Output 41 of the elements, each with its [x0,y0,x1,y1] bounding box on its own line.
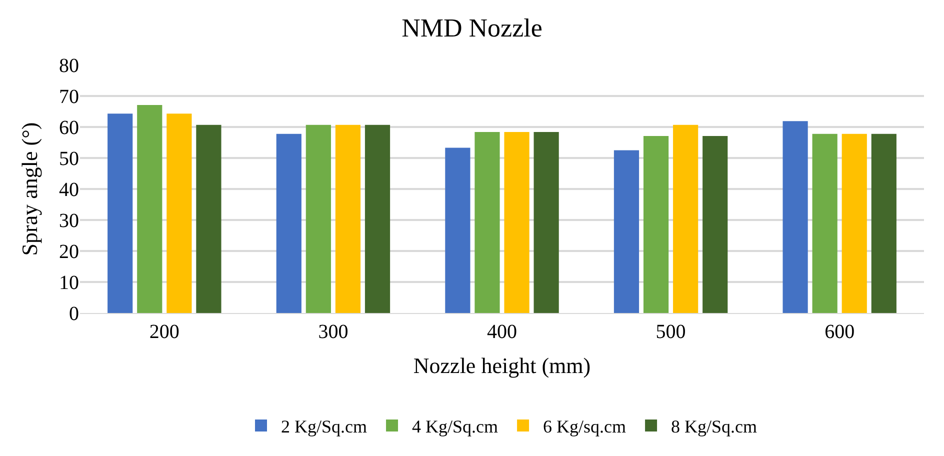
x-axis-title: Nozzle height (mm) [413,352,591,378]
x-tick-label: 200 [149,321,180,343]
x-tick-label: 400 [487,321,517,343]
y-tick-label: 0 [69,303,79,325]
y-tick-label: 10 [59,272,79,294]
bar [474,132,500,313]
bar [137,104,162,313]
bar [812,134,838,313]
y-tick-label: 70 [59,86,79,108]
bar [782,121,808,313]
legend-label: 4 Kg/Sq.cm [412,416,498,436]
legend-label: 6 Kg/sq.cm [543,416,626,436]
bar [702,136,728,313]
y-tick-label: 80 [59,55,79,77]
bar [643,136,669,313]
bar [871,134,896,313]
x-tick-label: 600 [824,321,855,343]
bar [364,124,390,313]
bar [166,114,192,313]
bar [504,132,530,313]
bar [534,132,559,313]
bar [335,124,361,313]
bar [196,124,222,313]
y-tick-label: 30 [59,210,79,232]
y-tick-label: 20 [59,241,79,263]
y-tick-label: 40 [59,179,79,201]
y-tick-label: 60 [59,117,79,139]
bar [842,134,867,313]
bar [306,124,331,313]
legend-label: 8 Kg/Sq.cm [671,416,758,436]
bar [673,124,698,313]
x-tick-label: 500 [656,321,686,343]
bar [614,150,640,313]
y-axis-title: Spray angle (°) [16,122,42,256]
chart-title: NMD Nozzle [402,13,542,42]
bar [108,114,133,313]
bar [276,134,302,313]
x-tick-label: 300 [318,321,348,343]
legend-label: 2 Kg/Sq.cm [281,416,368,436]
bar [445,148,470,313]
y-tick-label: 50 [59,148,79,170]
